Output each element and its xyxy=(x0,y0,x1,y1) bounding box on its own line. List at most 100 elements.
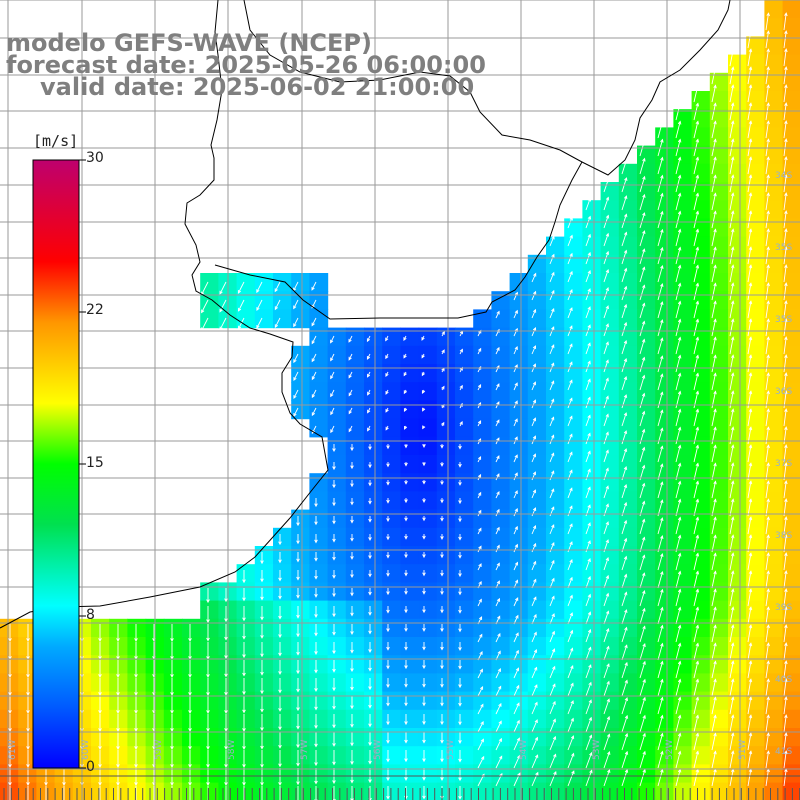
wind-arrow-head xyxy=(404,426,408,430)
wind-cell xyxy=(273,527,292,547)
wind-arrow xyxy=(711,373,716,391)
wind-cell xyxy=(345,345,365,365)
wind-arrow xyxy=(549,506,555,517)
wind-arrow xyxy=(567,488,573,499)
wind-cell xyxy=(309,564,329,583)
wind-arrow-head xyxy=(587,288,591,293)
wind-arrow-head xyxy=(242,597,246,602)
wind-arrow-head xyxy=(314,762,318,767)
wind-cell xyxy=(127,728,147,747)
wind-arrow-head xyxy=(348,428,352,433)
wind-arrow-head xyxy=(440,646,444,651)
wind-cell xyxy=(509,582,529,602)
wind-arrow-head xyxy=(98,674,102,678)
wind-arrow-head xyxy=(784,228,788,233)
wind-arrow-head xyxy=(569,270,573,275)
wind-arrow xyxy=(693,355,699,373)
wind-arrow xyxy=(477,721,484,733)
wind-cell xyxy=(509,600,529,620)
wind-cell xyxy=(309,637,329,656)
wind-cell xyxy=(655,655,674,674)
wind-arrow-head xyxy=(422,572,426,577)
wind-cell xyxy=(691,746,711,765)
wind-arrow-head xyxy=(403,354,407,359)
forecast-date: forecast date: 2025-05-26 06:00:00 xyxy=(6,51,486,79)
wind-arrow-head xyxy=(386,702,390,707)
wind-cell xyxy=(382,764,401,784)
wind-cell xyxy=(236,655,256,674)
wind-cell xyxy=(582,509,602,529)
wind-arrow-head xyxy=(477,420,482,424)
wind-cell xyxy=(182,637,201,656)
wind-cell xyxy=(327,564,347,583)
wind-arrow-head xyxy=(748,750,753,755)
wind-cell xyxy=(527,436,547,456)
wind-arrow-head xyxy=(311,322,315,327)
wind-arrow-head xyxy=(385,355,389,360)
wind-arrow-head xyxy=(332,743,336,747)
wind-arrow-head xyxy=(534,666,538,671)
wind-cell xyxy=(345,764,365,784)
wind-arrow xyxy=(639,267,645,283)
wind-arrow xyxy=(747,409,752,427)
wind-arrow-head xyxy=(26,692,30,696)
wind-cell xyxy=(509,473,529,492)
wind-arrow xyxy=(747,589,752,607)
wind-arrow xyxy=(675,445,681,463)
wind-arrow xyxy=(621,412,627,427)
wind-arrow-head xyxy=(368,742,372,746)
wind-arrow-head xyxy=(260,653,264,658)
wind-cell xyxy=(782,655,800,674)
wind-arrow xyxy=(729,229,734,247)
wind-arrow xyxy=(747,571,752,589)
wind-cell xyxy=(637,691,656,711)
wind-arrow-head xyxy=(748,174,753,179)
wind-cell xyxy=(546,400,565,420)
wind-arrow-head xyxy=(713,138,717,143)
wind-cell xyxy=(327,491,347,511)
wind-arrow xyxy=(729,553,734,571)
wind-arrow-head xyxy=(784,678,788,683)
wind-arrow-head xyxy=(588,699,592,704)
wind-arrow-head xyxy=(170,728,174,732)
wind-arrow-head xyxy=(532,453,537,458)
wind-arrow xyxy=(585,682,592,697)
wind-cell xyxy=(746,182,765,201)
wind-arrow xyxy=(531,525,536,535)
wind-cell xyxy=(382,709,401,729)
wind-arrow-head xyxy=(784,642,788,647)
wind-cell xyxy=(582,327,602,347)
wind-cell xyxy=(764,527,784,547)
wind-arrow-head xyxy=(569,252,573,257)
wind-cell xyxy=(509,709,529,729)
wind-cell xyxy=(709,309,729,329)
wind-arrow-head xyxy=(206,728,210,732)
wind-cell xyxy=(782,491,800,511)
wind-arrow-head xyxy=(458,482,462,486)
wind-cell xyxy=(455,691,474,711)
lon-label: 59W xyxy=(154,740,164,760)
wind-arrow-head xyxy=(332,556,336,561)
wind-arrow-head xyxy=(134,638,138,642)
wind-arrow xyxy=(783,553,787,571)
wind-arrow-head xyxy=(624,679,628,684)
wind-arrow xyxy=(603,179,609,193)
wind-cell xyxy=(291,691,310,711)
wind-arrow xyxy=(531,702,538,715)
wind-arrow xyxy=(621,574,627,589)
wind-cell xyxy=(309,618,329,638)
wind-cell xyxy=(455,527,474,547)
wind-arrow-head xyxy=(713,750,717,755)
wind-arrow-head xyxy=(569,647,574,652)
wind-arrow-head xyxy=(498,702,502,707)
wind-arrow-head xyxy=(748,318,753,323)
wind-cell xyxy=(291,291,310,310)
wind-arrow-head xyxy=(784,246,788,251)
wind-arrow-head xyxy=(368,537,372,541)
wind-arrow-head xyxy=(551,344,555,349)
wind-arrow-head xyxy=(26,746,30,750)
wind-arrow-head xyxy=(332,593,336,598)
wind-cell xyxy=(127,655,147,674)
wind-arrow-head xyxy=(551,559,555,564)
wind-arrow-head xyxy=(587,504,591,509)
